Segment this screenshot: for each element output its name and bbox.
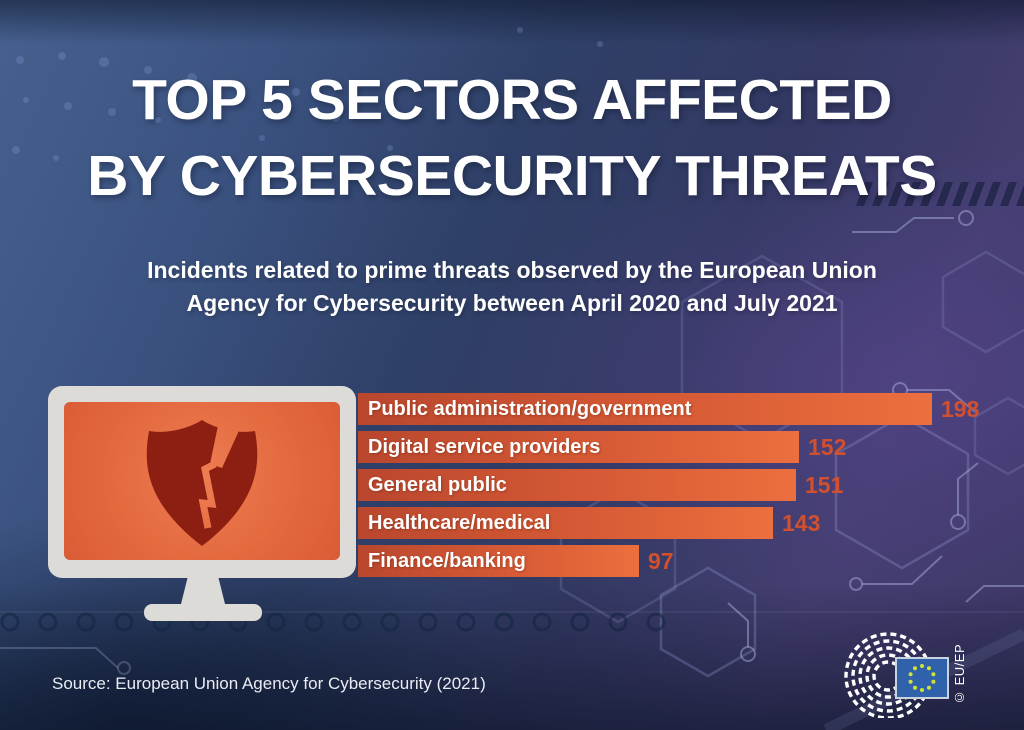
monitor-stand-base (144, 604, 262, 621)
bar-row: Public administration/government 198 (358, 393, 979, 425)
bar-row: Finance/banking 97 (358, 545, 932, 577)
bar-label: Healthcare/medical (368, 511, 551, 534)
subtitle-line-1: Incidents related to prime threats obser… (147, 257, 877, 283)
monitor-broken-shield-icon (48, 386, 356, 621)
bar: General public (358, 469, 796, 501)
bar-value: 143 (782, 510, 821, 536)
bar-label: Public administration/government (368, 397, 692, 420)
bar-row: General public 151 (358, 469, 932, 501)
bar-value: 97 (648, 548, 674, 574)
bar-value: 152 (808, 434, 847, 460)
subtitle-line-2: Agency for Cybersecurity between April 2… (186, 290, 838, 316)
page-title: TOP 5 SECTORS AFFECTED BY CYBERSECURITY … (0, 62, 1024, 214)
bar-label: Finance/banking (368, 549, 526, 572)
bar: Finance/banking (358, 545, 639, 577)
european-parliament-logo (844, 632, 949, 718)
bar-row: Healthcare/medical 143 (358, 507, 932, 539)
bar: Public administration/government (358, 393, 932, 425)
bar-chart: Public administration/government 198 Dig… (358, 393, 979, 583)
bar: Healthcare/medical (358, 507, 773, 539)
title-line-2: BY CYBERSECURITY THREATS (87, 144, 937, 208)
broken-shield-icon (146, 420, 258, 546)
source-text: Source: European Union Agency for Cybers… (52, 674, 486, 693)
monitor-stand-neck (180, 576, 226, 608)
copyright-credit: © EU/EP (952, 643, 967, 705)
bar-label: General public (368, 473, 507, 496)
eu-flag-stars (908, 664, 936, 692)
bar-label: Digital service providers (368, 435, 601, 458)
bar-value: 198 (941, 396, 980, 422)
shield-notch (210, 416, 242, 468)
bar: Digital service providers (358, 431, 799, 463)
bar-row: Digital service providers 152 (358, 431, 932, 463)
page-subtitle: Incidents related to prime threats obser… (0, 254, 1024, 320)
bar-value: 151 (805, 472, 844, 498)
title-line-1: TOP 5 SECTORS AFFECTED (132, 68, 892, 132)
shield-crack (198, 460, 217, 529)
